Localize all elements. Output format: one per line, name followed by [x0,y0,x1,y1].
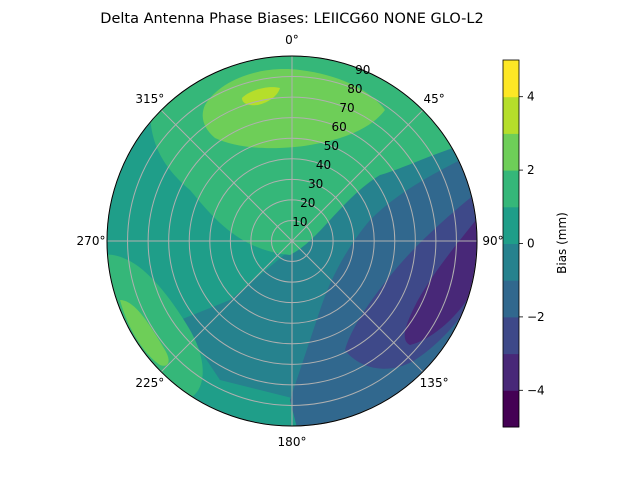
contour-region-level-2-southwest [107,254,203,400]
polar-grid [106,55,478,427]
r-tick-label: 20 [300,196,315,210]
r-tick-label: 10 [292,215,307,229]
r-tick-label: 80 [347,82,362,96]
r-tick-label: 60 [332,120,347,134]
theta-tick-label: 0° [285,33,299,47]
colorbar-swatches [503,60,519,428]
colorbar-label: Bias (mm) [555,212,569,274]
colorbar-tick-label: −2 [527,310,545,324]
colorbar-swatch [503,243,519,281]
chart-title: Delta Antenna Phase Biases: LEIICG60 NON… [100,11,483,27]
colorbar: −4 −2 0 2 4 Bias (mm) [502,59,569,428]
theta-tick-label: 180° [278,435,307,449]
colorbar-tick-label: 2 [527,163,535,177]
colorbar-swatch [503,206,519,244]
theta-grid-line [291,240,424,373]
r-tick-label: 40 [316,158,331,172]
r-tick-label: 70 [339,101,354,115]
theta-tick-label: 45° [423,92,444,106]
colorbar-swatch [503,280,519,318]
colorbar-swatch [503,353,519,391]
colorbar-swatch [503,316,519,355]
theta-tick-label: 225° [135,376,164,390]
r-tick-label: 50 [324,139,339,153]
r-tick-label: 90 [355,63,370,77]
theta-grid-line [291,109,424,242]
colorbar-ticks: −4 −2 0 2 4 [519,90,545,397]
r-tick-labels: 10 20 30 40 50 60 70 80 90 [292,63,370,229]
theta-tick-label: 135° [420,376,449,390]
contour-region-level-minus2 [345,190,477,369]
polar-plot-area: 0° 45° 90° 135° 180° 225° 270° 315° 10 20 30 40 50 6… [77,33,504,449]
contour-region-level-4-peak [242,87,280,106]
colorbar-swatch [503,390,519,428]
theta-grid-line [160,240,293,373]
theta-tick-label: 315° [135,92,164,106]
colorbar-swatch [503,170,519,208]
theta-tick-label: 90° [482,234,503,248]
r-tick-label: 30 [308,177,323,191]
colorbar-tick-label: −4 [527,383,545,397]
contour-region-level-3-southwest [120,300,169,366]
colorbar-swatch [503,133,519,171]
theta-tick-label: 270° [77,234,106,248]
theta-grid-line [160,109,293,242]
colorbar-tick-label: 4 [527,90,535,104]
colorbar-tick-label: 0 [527,237,535,251]
contour-region-level-3-north [202,69,385,149]
colorbar-swatch [503,96,519,134]
colorbar-swatch [503,60,519,98]
theta-tick-labels: 0° 45° 90° 135° 180° 225° 270° 315° [77,33,504,449]
contour-region-level-minus3 [404,215,477,345]
polar-outer-ring [106,55,478,427]
